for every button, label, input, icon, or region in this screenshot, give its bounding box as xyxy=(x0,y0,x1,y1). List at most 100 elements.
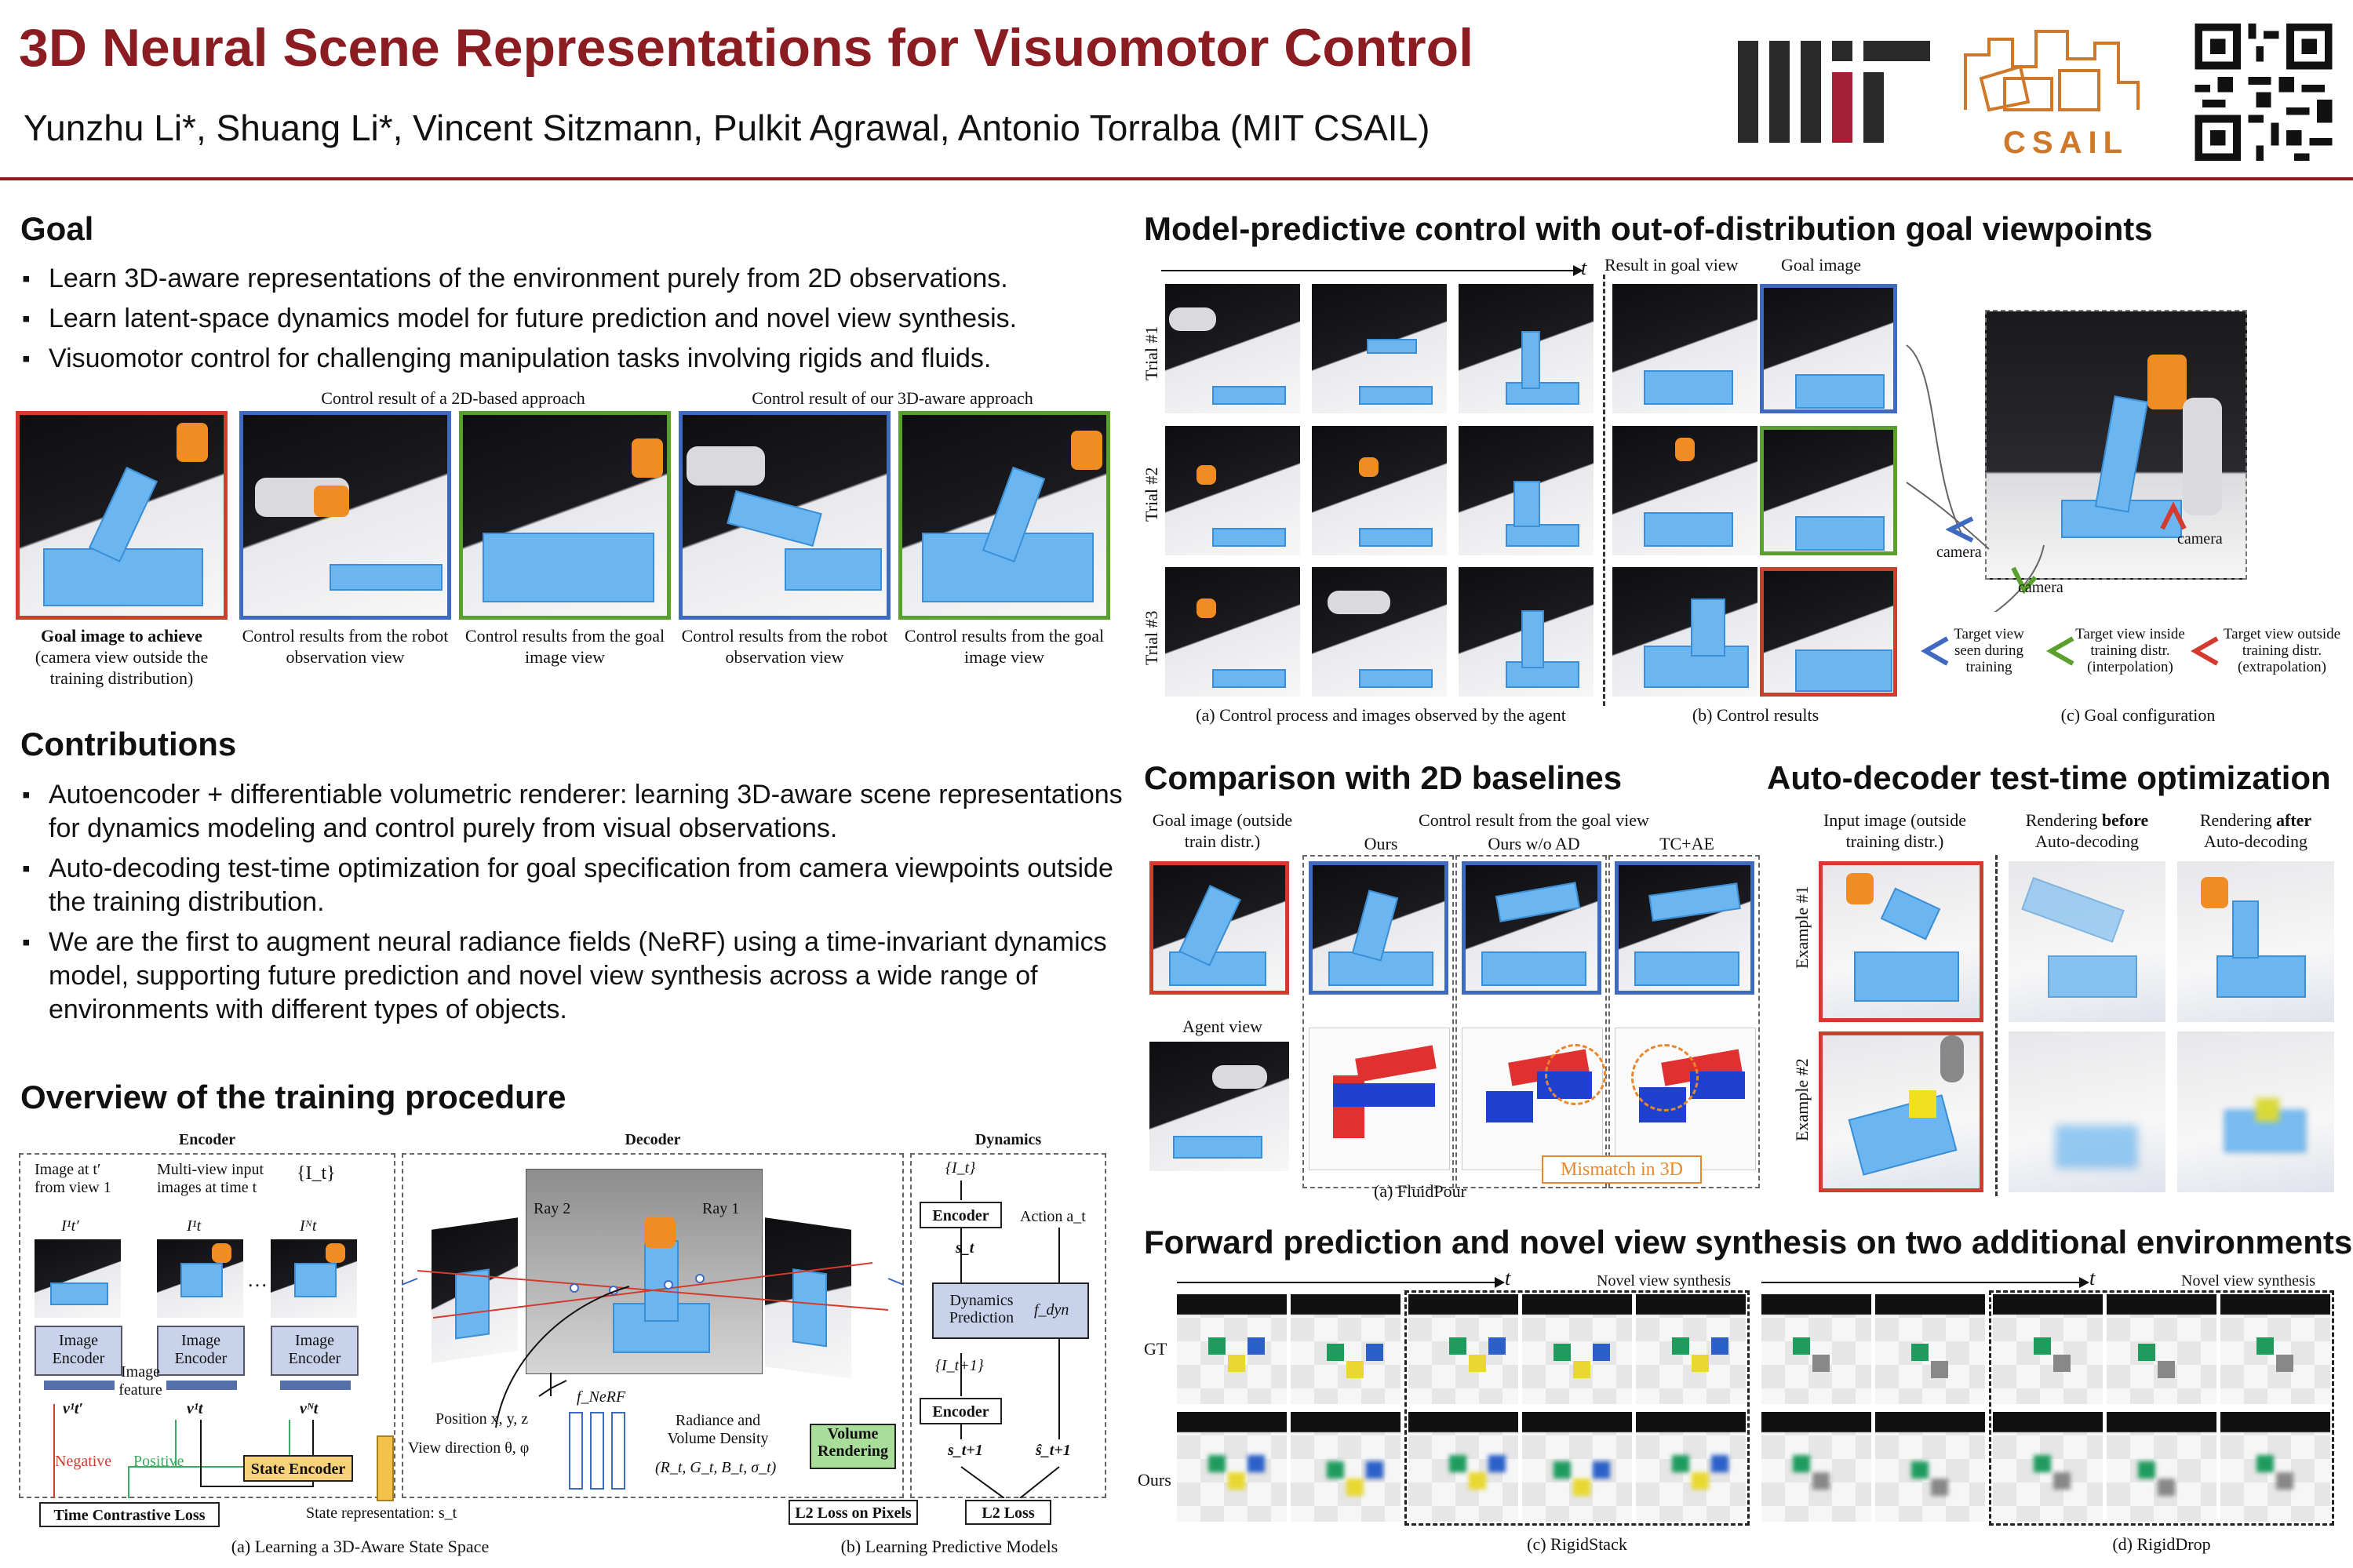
dynamics-arrows xyxy=(960,1181,1060,1498)
overview-heading: Overview of the training procedure xyxy=(20,1079,566,1115)
legend-icon-blue xyxy=(1921,636,1949,666)
dyn-it-label: {I_t} xyxy=(945,1159,976,1177)
decoder-title: Decoder xyxy=(625,1131,681,1148)
autodecoder-before-1 xyxy=(2009,861,2165,1022)
state-rep-label: State representation: s_t xyxy=(306,1504,457,1522)
forward-frame xyxy=(1761,1294,1871,1404)
image-encoder-label: Image Encoder xyxy=(52,1332,105,1367)
forward-time-arrow-c xyxy=(1177,1277,1505,1288)
block-object xyxy=(1812,1472,1830,1490)
forward-frame xyxy=(2107,1294,2216,1404)
overview-caption-b: (b) Learning Predictive Models xyxy=(840,1537,1058,1556)
img-label-3: Iᴺt xyxy=(300,1217,317,1235)
l2-loss-pixels-block: L2 Loss on Pixels xyxy=(789,1500,918,1525)
pointcloud-tc-ae xyxy=(1615,1028,1756,1170)
block-object xyxy=(2053,1472,2071,1490)
vec-label-3: vᴺt xyxy=(300,1400,319,1417)
dyn-st-label: s_t xyxy=(956,1239,974,1257)
caption-3d-goal: Control results from the goal image view xyxy=(904,626,1105,667)
group-label-2d: Control result of a 2D-based approach xyxy=(321,388,585,408)
row-label-gt: GT xyxy=(1144,1339,1167,1359)
block-object xyxy=(1248,1455,1265,1472)
radiance-values: (R_t, G_t, B_t, σ_t) xyxy=(655,1459,777,1476)
feature-bar xyxy=(166,1381,237,1390)
goal-image-label: Goal image xyxy=(1781,255,1862,275)
feature-bar xyxy=(280,1381,351,1390)
caption-2d-robot: Control results from the robot observati… xyxy=(242,626,449,667)
block-object xyxy=(1593,1461,1610,1479)
novel-view-label-d: Novel view synthesis xyxy=(2181,1272,2316,1290)
encoder-input-image xyxy=(271,1239,357,1318)
contributions-bullets: Autoencoder + differentiable volumetric … xyxy=(20,778,1135,1033)
block-object xyxy=(1692,1472,1709,1490)
mpc-caption-a: (a) Control process and images observed … xyxy=(1196,705,1566,725)
decoder-panel xyxy=(402,1153,904,1498)
autodecoder-input-1 xyxy=(1819,861,1983,1022)
mpc-time-label: t xyxy=(1581,256,1587,279)
action-label: Action a_t xyxy=(1020,1208,1086,1225)
forward-frame xyxy=(1522,1412,1632,1522)
method-panel xyxy=(1455,855,1607,1188)
block-object xyxy=(2034,1455,2051,1472)
block-object xyxy=(1248,1337,1265,1355)
novel-view-box-c xyxy=(1404,1290,1750,1526)
header-divider xyxy=(0,177,2353,180)
nerf-volume xyxy=(526,1169,763,1374)
forward-frame xyxy=(1408,1412,1518,1522)
camera-label: camera xyxy=(2018,579,2063,596)
qr-code[interactable] xyxy=(2193,24,2334,161)
control-2d-robot-view xyxy=(239,411,451,620)
goal-bullet: Learn latent-space dynamics model for fu… xyxy=(20,302,1135,336)
block-object xyxy=(1711,1337,1728,1355)
novel-view-label-c: Novel view synthesis xyxy=(1597,1272,1732,1290)
forward-caption-d: (d) RigidDrop xyxy=(2112,1534,2211,1554)
block-object xyxy=(1208,1455,1226,1472)
poster-title: 3D Neural Scene Representations for Visu… xyxy=(19,18,1473,78)
result-in-goal-label: Result in goal view xyxy=(1604,255,1739,275)
caption-3d-robot: Control results from the robot observati… xyxy=(681,626,888,667)
overview-caption-a: (a) Learning a 3D-Aware State Space xyxy=(231,1537,490,1556)
img-label-2: I¹t xyxy=(187,1217,202,1235)
trial-3-label: Trial #3 xyxy=(1142,610,1161,665)
forward-frame xyxy=(2220,1294,2330,1404)
block-object xyxy=(1366,1344,1383,1361)
goal-heading: Goal xyxy=(20,210,94,247)
block-object xyxy=(2256,1455,2274,1472)
block-object xyxy=(2138,1461,2155,1479)
pointcloud-ours xyxy=(1309,1028,1450,1170)
f-dyn-label: f_dyn xyxy=(1034,1301,1069,1319)
mpc-frame xyxy=(1312,567,1447,697)
forward-frame xyxy=(1875,1412,1985,1522)
method-ours-wo-ad: Ours w/o AD xyxy=(1488,834,1580,853)
block-object xyxy=(1449,1455,1466,1472)
mpc-caption-b: (b) Control results xyxy=(1692,705,1819,725)
mpc-result-frame xyxy=(1612,426,1757,555)
positive-label: Positive xyxy=(133,1453,184,1470)
agent-view-label: Agent view xyxy=(1182,1017,1263,1036)
block-object xyxy=(2034,1337,2051,1355)
example-1-label: Example #1 xyxy=(1792,886,1812,969)
block-object xyxy=(2158,1361,2175,1378)
camera-icon-green xyxy=(2011,566,2038,595)
forward-caption-c: (c) RigidStack xyxy=(1527,1534,1627,1554)
block-object xyxy=(1346,1479,1364,1496)
comparison-control-label: Control result from the goal view xyxy=(1419,810,1649,830)
autodecoder-before-2 xyxy=(2009,1031,2165,1192)
volume-rendering-block: Volume Rendering xyxy=(810,1424,896,1469)
contributions-heading: Contributions xyxy=(20,726,237,762)
camera-icon-blue xyxy=(1946,516,1974,543)
legend-icon-red xyxy=(2191,636,2219,666)
comparison-result-ours xyxy=(1309,861,1448,995)
forward-frame xyxy=(1761,1412,1871,1522)
encoder-panel xyxy=(19,1153,395,1498)
mlp-layer xyxy=(590,1412,604,1490)
block-object xyxy=(2138,1344,2155,1361)
dynamics-title: Dynamics xyxy=(974,1131,1042,1148)
row-label-ours: Ours xyxy=(1138,1470,1171,1490)
vec-label-1: v¹t′ xyxy=(63,1400,84,1417)
forward-frame xyxy=(1522,1294,1632,1404)
comparison-caption: (a) FluidPour xyxy=(1374,1181,1466,1201)
example-2-label: Example #2 xyxy=(1792,1058,1812,1141)
dynamics-encoder2-block: Encoder xyxy=(920,1398,1002,1424)
forward-frame xyxy=(1177,1294,1287,1404)
